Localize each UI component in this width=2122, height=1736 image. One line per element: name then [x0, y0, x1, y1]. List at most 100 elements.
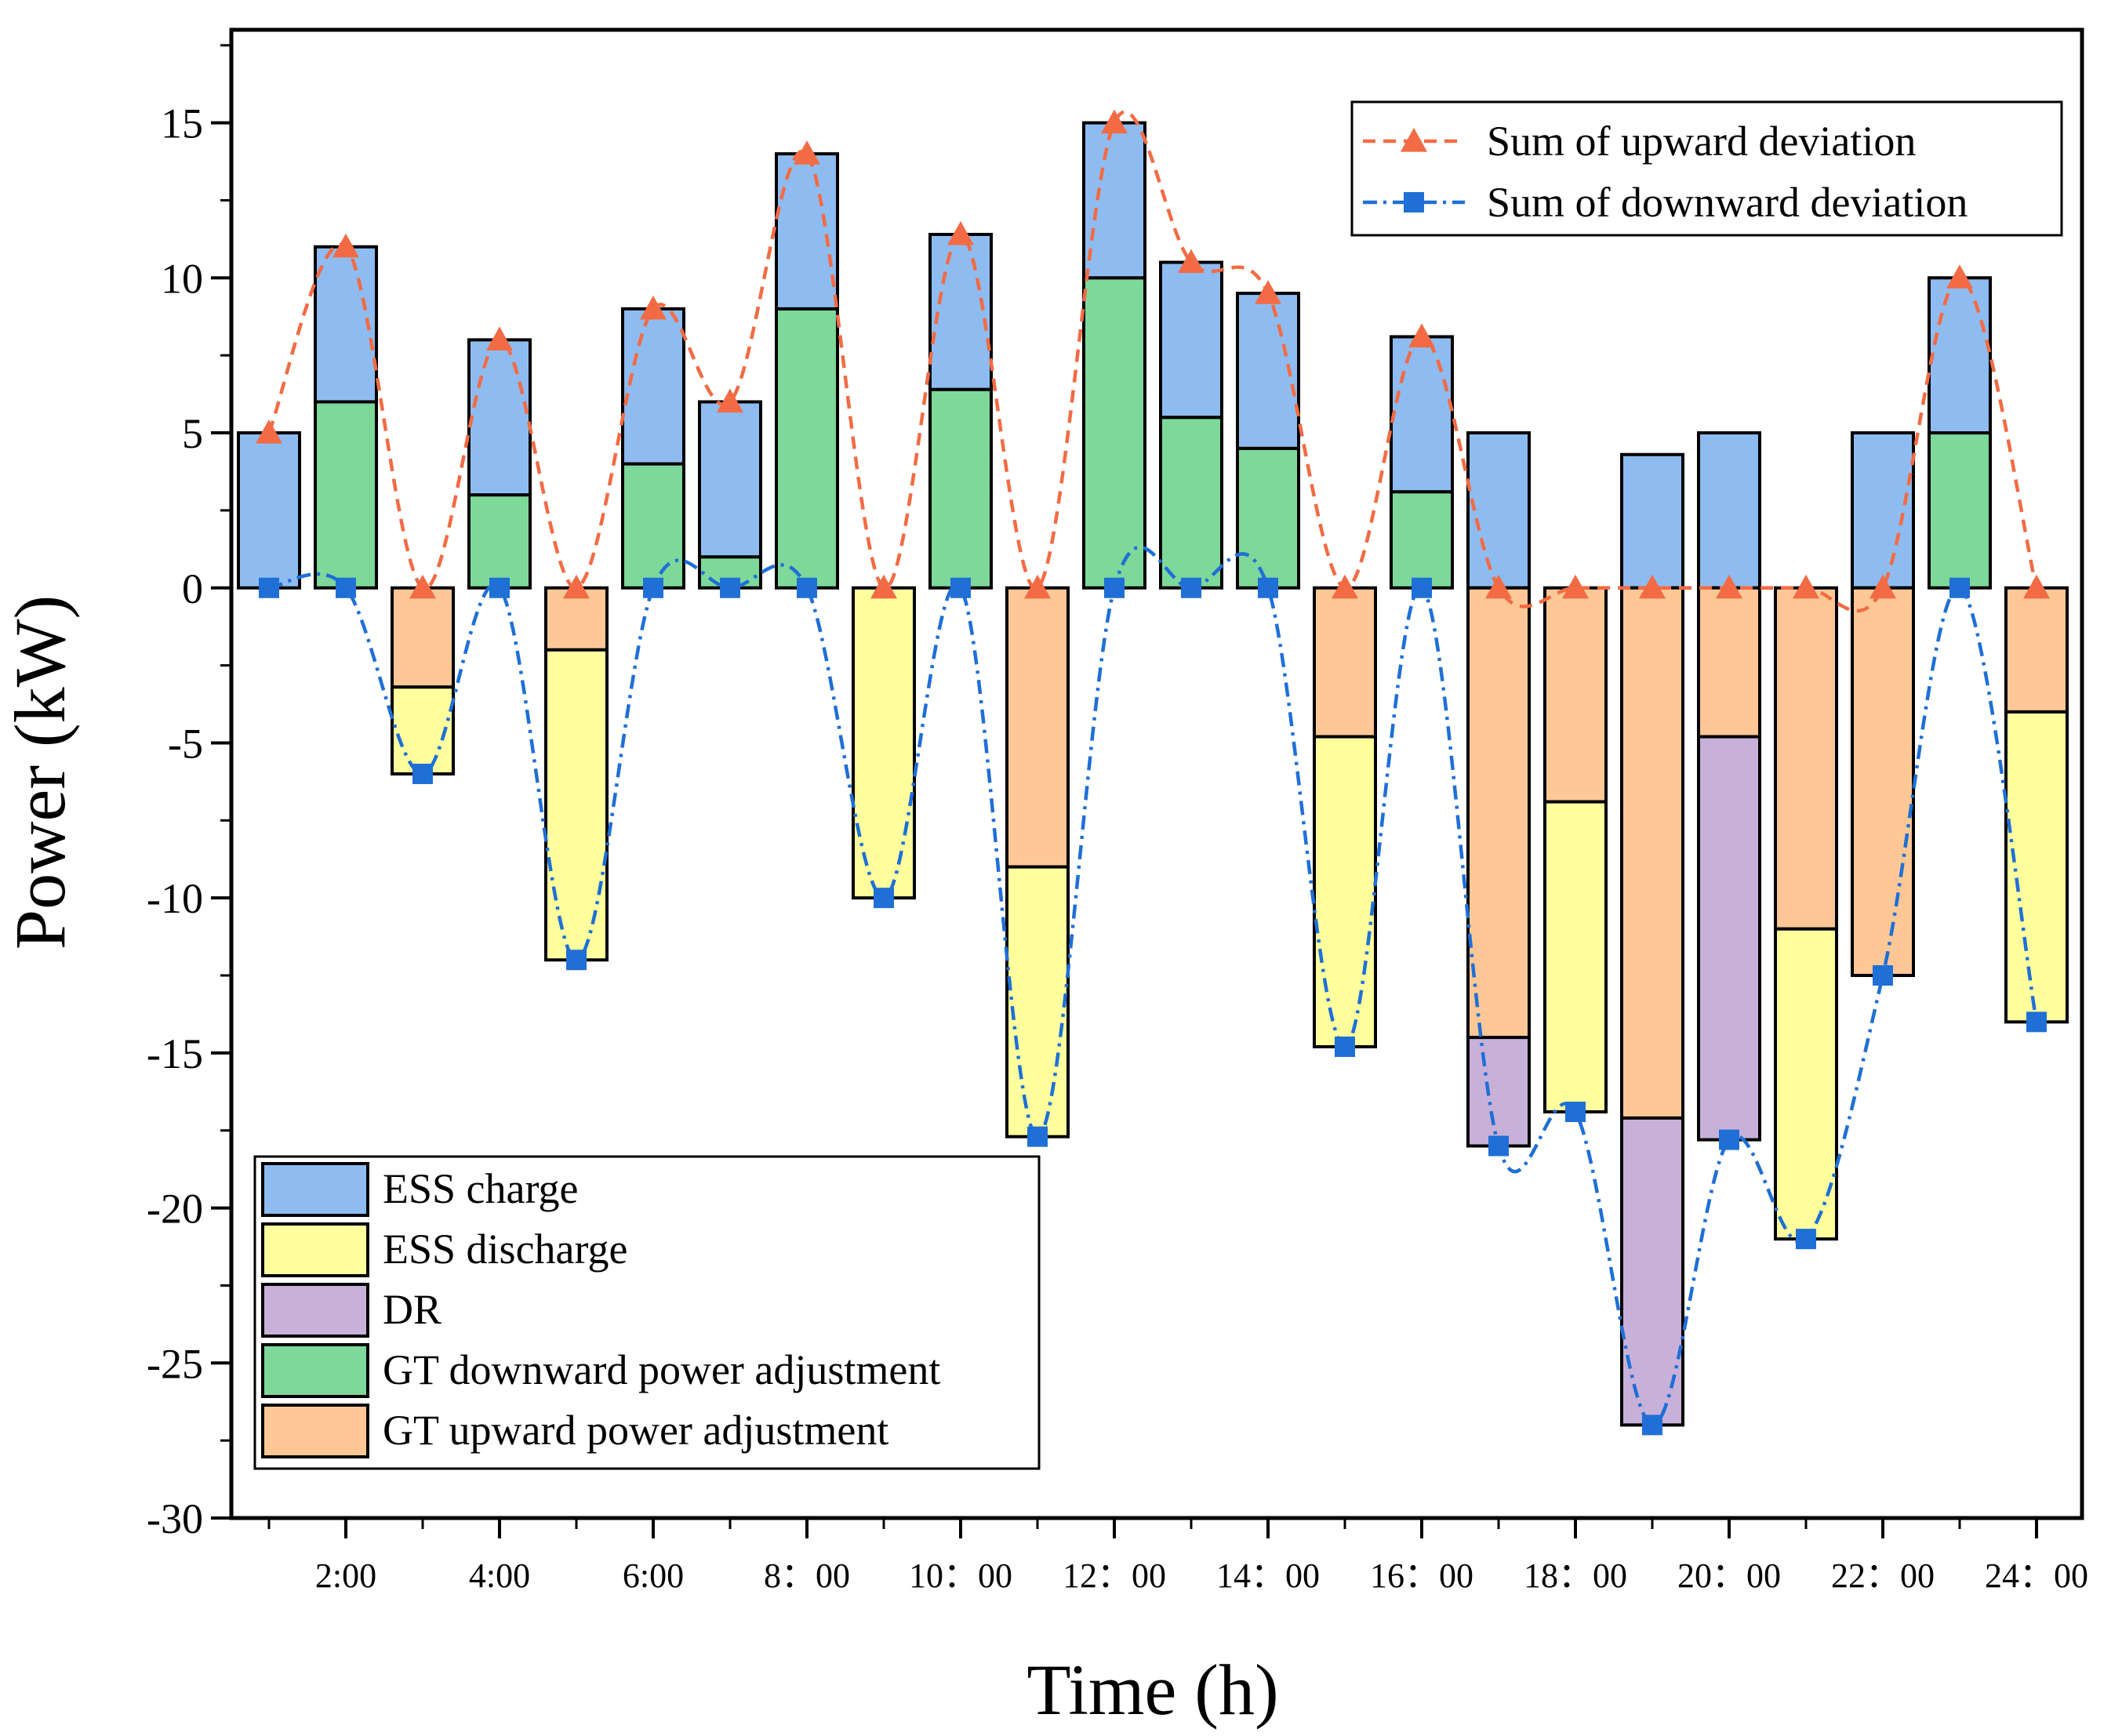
x-tick-label: 24：00	[1985, 1556, 2088, 1595]
x-tick-label: 14：00	[1216, 1556, 1320, 1595]
point-downward-6	[643, 577, 663, 598]
line-upward-deviation	[267, 110, 2039, 613]
point-downward-15	[1335, 1036, 1355, 1057]
bar-gt_down-12	[1082, 276, 1146, 590]
legend-lines-box	[1350, 100, 2063, 237]
point-upward-18	[1562, 574, 1589, 599]
bar-ess_discharge-5	[544, 648, 609, 962]
point-upward-12	[1101, 109, 1128, 134]
point-upward-19	[1639, 574, 1666, 599]
bar-gt_up-3	[391, 586, 455, 689]
bar-gt_down-6	[621, 462, 685, 590]
bar-ess_discharge-21	[1774, 927, 1838, 1241]
y-tick-label: -10	[147, 875, 203, 922]
bar-ess_charge-19	[1620, 452, 1684, 590]
bar-gt_up-15	[1313, 586, 1377, 739]
legend-swatch-dr	[261, 1283, 369, 1338]
bar-ess_charge-6	[621, 307, 685, 466]
point-upward-7	[717, 388, 743, 413]
bar-ess_charge-20	[1697, 431, 1761, 590]
point-upward-2	[332, 233, 359, 258]
legend-marker-downward	[1404, 192, 1424, 212]
x-tick-label: 18：00	[1524, 1556, 1627, 1595]
bar-ess_charge-12	[1082, 121, 1146, 280]
bar-ess_charge-10	[928, 232, 993, 391]
bar-gt_down-16	[1390, 490, 1454, 590]
lines-layer	[256, 109, 2050, 1436]
legend-bars: ESS charge ESS discharge DR GT downward pow…	[253, 1155, 1041, 1470]
point-downward-8	[797, 577, 817, 598]
legend-swatch-gt_up	[261, 1404, 369, 1458]
x-tick-label: 22：00	[1831, 1556, 1935, 1595]
legend-bars-box	[253, 1155, 1041, 1470]
point-upward-22	[1869, 574, 1896, 599]
point-upward-24	[2023, 574, 2050, 599]
bar-ess_discharge-15	[1313, 735, 1377, 1048]
point-downward-4	[489, 577, 510, 598]
y-tick-label: -30	[147, 1495, 203, 1542]
point-downward-10	[950, 577, 971, 598]
point-upward-23	[1946, 264, 1973, 289]
bar-gt_down-2	[314, 400, 378, 590]
point-upward-20	[1716, 574, 1742, 599]
legend-swatch-ess_charge	[261, 1162, 369, 1217]
bar-gt_up-20	[1697, 586, 1761, 739]
bar-dr-17	[1466, 1036, 1531, 1148]
y-tick-label: -15	[147, 1030, 203, 1077]
point-upward-6	[640, 295, 667, 320]
bar-ess_charge-23	[1928, 276, 1992, 435]
bar-ess_discharge-11	[1005, 865, 1070, 1139]
x-tick-label: 16：00	[1370, 1556, 1473, 1595]
x-tick-label: 20：00	[1677, 1556, 1781, 1595]
legend-label-downward: Sum of downward deviation	[1487, 179, 1968, 226]
x-tick-label: 6:00	[623, 1556, 684, 1595]
point-downward-20	[1719, 1129, 1739, 1150]
point-upward-11	[1024, 574, 1051, 599]
y-tick-label: 0	[182, 565, 203, 612]
point-downward-22	[1873, 965, 1893, 986]
x-axis-title: Time (h)	[1026, 1650, 1278, 1730]
bar-gt_down-14	[1236, 446, 1300, 590]
x-tick-label: 12：00	[1063, 1556, 1166, 1595]
x-tick-label: 10：00	[909, 1556, 1012, 1595]
point-downward-14	[1258, 577, 1278, 598]
point-downward-7	[720, 577, 740, 598]
y-tick-label: -5	[168, 720, 203, 767]
legend-label-gt_up: GT upward power adjustment	[383, 1407, 888, 1454]
legend-label-ess_charge: ESS charge	[383, 1165, 578, 1212]
y-tick-label: 15	[161, 100, 203, 147]
bar-gt_down-23	[1928, 431, 1992, 590]
x-tick-label: 2:00	[315, 1556, 376, 1595]
point-downward-21	[1796, 1229, 1816, 1250]
y-tick-label: -20	[147, 1186, 203, 1233]
point-downward-12	[1104, 577, 1125, 598]
point-downward-11	[1027, 1126, 1048, 1147]
y-tick-label: 5	[182, 410, 203, 457]
point-downward-2	[336, 577, 356, 598]
point-downward-19	[1642, 1415, 1662, 1436]
bar-ess_charge-16	[1390, 335, 1454, 494]
point-downward-5	[566, 950, 587, 971]
bar-ess_discharge-24	[2004, 710, 2069, 1024]
bar-gt_down-10	[928, 387, 993, 590]
point-downward-3	[412, 764, 433, 784]
legend-label-dr: DR	[383, 1286, 441, 1333]
bar-ess_charge-13	[1159, 260, 1223, 419]
bar-ess_discharge-9	[852, 586, 916, 900]
legend-label-ess_discharge: ESS discharge	[383, 1226, 627, 1273]
bars-layer	[237, 121, 2069, 1427]
point-downward-23	[1949, 577, 1970, 598]
bar-gt_up-19	[1620, 586, 1684, 1120]
point-upward-16	[1408, 323, 1435, 348]
point-upward-10	[947, 220, 974, 245]
x-tick-label: 8：00	[764, 1556, 850, 1595]
legend-lines: Sum of upward deviation Sum of downward d…	[1350, 100, 2063, 237]
point-upward-5	[563, 574, 590, 599]
plot-frame	[229, 27, 2084, 1520]
bar-ess_charge-17	[1466, 431, 1531, 590]
point-upward-13	[1178, 249, 1205, 274]
point-downward-18	[1565, 1102, 1586, 1123]
axes-layer: 15 10 5 0 -5 -10 -15 -20 -25 -30 2:00 4:00 6:00 8：00 1…	[147, 44, 2088, 1595]
bar-gt_up-11	[1005, 586, 1070, 869]
